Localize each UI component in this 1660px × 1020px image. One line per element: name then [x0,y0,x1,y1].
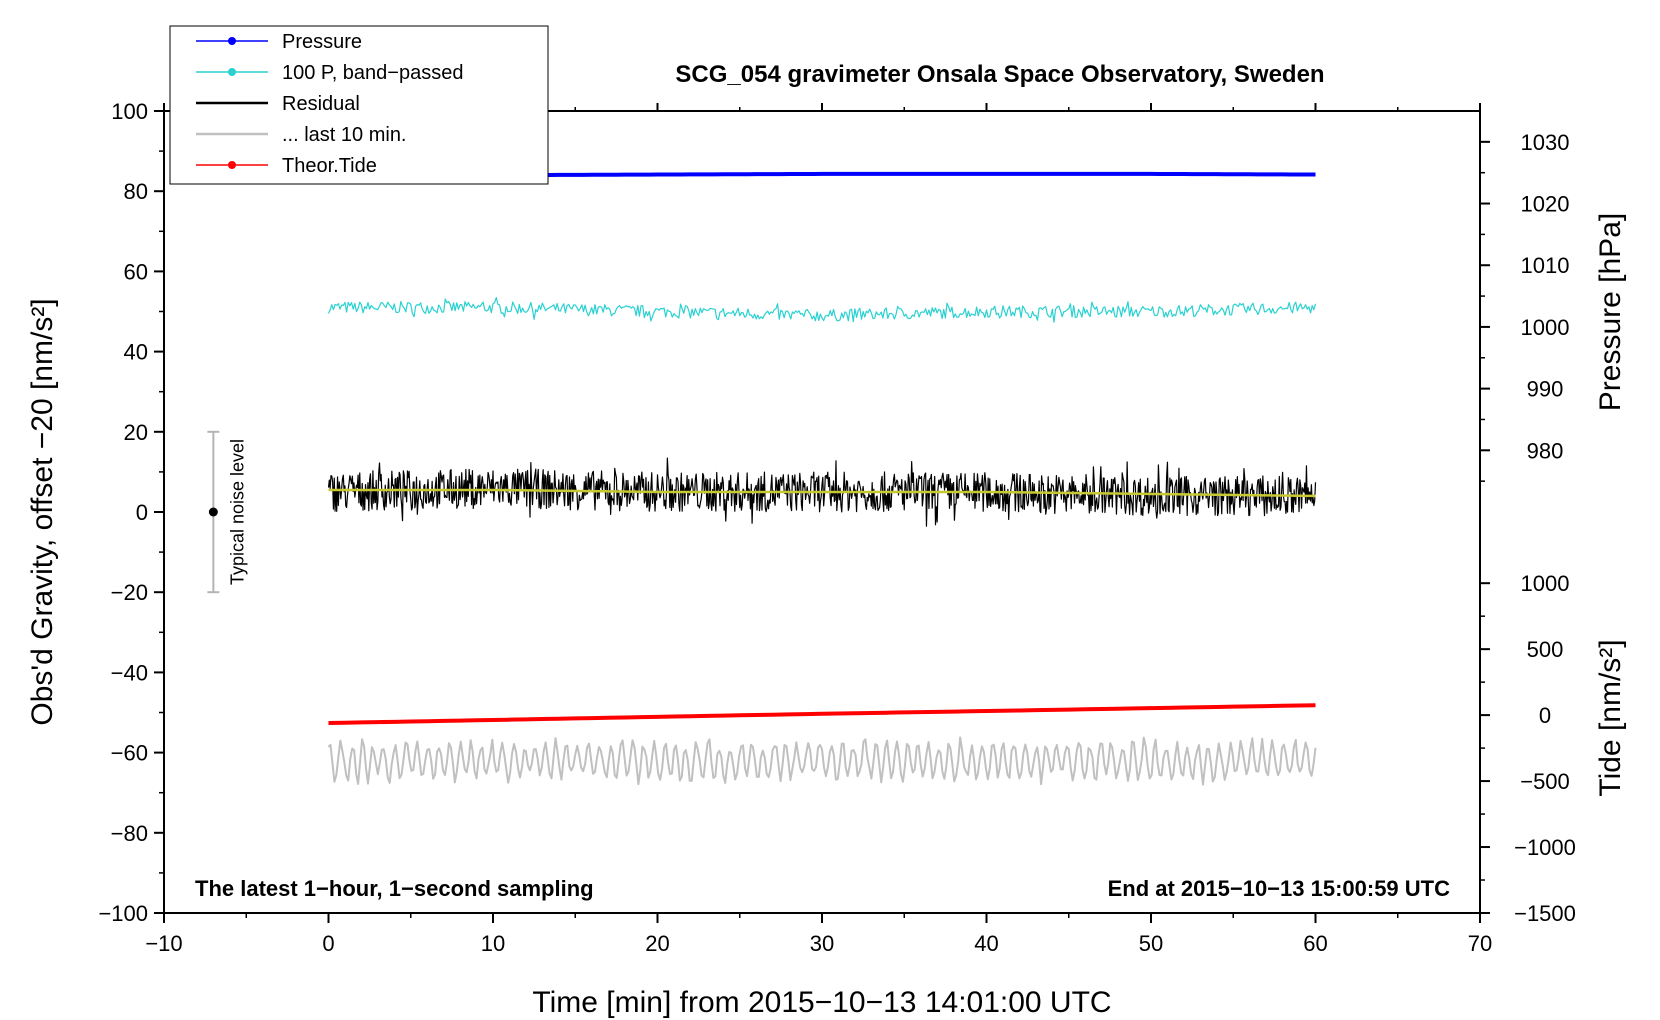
chart-title: SCG_054 gravimeter Onsala Space Observat… [675,61,1324,88]
y-axis-title-left: Obs'd Gravity, offset −20 [nm/s²] [26,298,59,725]
y-axis-title-tide: Tide [nm/s²] [1594,639,1627,796]
legend-marker [228,68,236,76]
y-tick-label: −40 [111,660,148,685]
noise-level-label: Typical noise level [227,439,247,585]
annotation-sampling: The latest 1−hour, 1−second sampling [195,876,594,901]
legend-label: Residual [282,93,360,115]
pressure-tick-label: 990 [1527,377,1564,402]
legend-label: Pressure [282,31,362,53]
series-line [328,703,1316,726]
y-axis-title-pressure: Pressure [hPa] [1594,213,1627,411]
x-axis-title: Time [min] from 2015−10−13 14:01:00 UTC [532,986,1111,1019]
series-line [327,457,1317,527]
tide-tick-label: −1000 [1514,835,1576,860]
series-line [328,488,1316,498]
y-tick-label: 40 [124,340,148,365]
tide-tick-label: 0 [1539,703,1551,728]
pressure-tick-label: 1000 [1521,315,1570,340]
tide-tick-label: 1000 [1521,571,1570,596]
pressure-tick-label: 1020 [1521,192,1570,217]
tide-tick-label: −1500 [1514,901,1576,926]
x-tick-label: 60 [1303,931,1327,956]
y-tick-label: 0 [136,500,148,525]
tide-tick-label: 500 [1527,637,1564,662]
pressure-tick-label: 1010 [1521,253,1570,278]
legend: Pressure 100 P, band−passed Residual ... la… [169,25,549,185]
series-line [327,297,1317,323]
y-tick-label: 60 [124,259,148,284]
legend-marker [228,37,236,45]
y-tick-label: −20 [111,580,148,605]
tide-tick-label: −500 [1520,769,1570,794]
x-tick-label: −10 [145,931,182,956]
noise-bar-center-dot [208,507,218,517]
y-tick-label: 100 [111,99,148,124]
y-tick-label: −60 [111,741,148,766]
y-tick-label: −100 [98,901,148,926]
x-tick-label: 10 [481,931,505,956]
y-tick-label: 20 [124,420,148,445]
x-tick-label: 0 [322,931,334,956]
series-line [327,736,1317,786]
legend-marker [228,161,236,169]
pressure-tick-label: 1030 [1521,130,1570,155]
x-tick-label: 30 [810,931,834,956]
annotation-end-time: End at 2015−10−13 15:00:59 UTC [1108,876,1451,901]
x-tick-label: 20 [645,931,669,956]
x-tick-label: 70 [1468,931,1492,956]
y-tick-label: 80 [124,179,148,204]
legend-label: ... last 10 min. [282,124,407,146]
legend-box [169,25,549,185]
y-tick-label: −80 [111,821,148,846]
legend-label: 100 P, band−passed [282,62,463,84]
x-tick-label: 40 [974,931,998,956]
legend-label: Theor.Tide [282,155,377,177]
x-tick-label: 50 [1139,931,1163,956]
plot-frame [163,110,1481,914]
pressure-tick-label: 980 [1527,438,1564,463]
